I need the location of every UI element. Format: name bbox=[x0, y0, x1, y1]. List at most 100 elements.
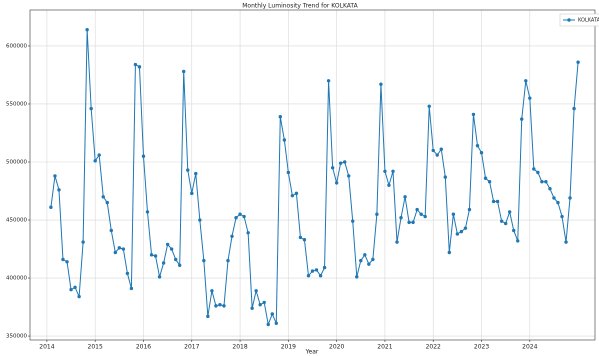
data-point bbox=[218, 303, 222, 307]
data-point bbox=[467, 207, 472, 212]
data-point bbox=[459, 229, 464, 234]
data-point bbox=[89, 106, 93, 111]
data-point bbox=[85, 28, 89, 32]
data-point bbox=[93, 159, 97, 163]
data-point bbox=[145, 210, 150, 214]
data-point bbox=[491, 199, 496, 204]
data-point bbox=[186, 168, 190, 172]
data-point bbox=[61, 257, 65, 262]
data-point bbox=[548, 186, 552, 191]
data-point bbox=[516, 239, 520, 243]
data-point bbox=[431, 148, 435, 153]
data-point bbox=[282, 138, 287, 142]
data-point bbox=[278, 115, 282, 119]
data-point bbox=[411, 220, 415, 225]
data-point bbox=[383, 169, 387, 173]
data-point bbox=[238, 212, 242, 216]
data-point bbox=[242, 214, 246, 219]
data-point bbox=[222, 304, 226, 308]
data-point bbox=[463, 226, 468, 230]
data-point bbox=[544, 180, 548, 184]
data-point bbox=[194, 171, 198, 176]
data-point bbox=[395, 240, 399, 244]
data-point bbox=[262, 300, 266, 305]
data-point bbox=[343, 160, 347, 164]
data-point bbox=[447, 250, 452, 255]
data-point bbox=[53, 174, 57, 178]
data-point bbox=[419, 212, 423, 216]
data-point bbox=[157, 275, 162, 279]
data-point bbox=[347, 174, 351, 178]
data-point bbox=[214, 304, 218, 308]
data-point bbox=[173, 257, 178, 262]
legend-box bbox=[559, 13, 599, 27]
legend: KOLKATA bbox=[559, 13, 599, 27]
data-point bbox=[391, 169, 395, 173]
data-point bbox=[568, 196, 572, 200]
x-tick-label: 2023 bbox=[474, 344, 489, 351]
data-point bbox=[286, 170, 291, 175]
data-point bbox=[105, 200, 109, 205]
data-point bbox=[161, 261, 166, 265]
data-point bbox=[274, 321, 278, 325]
data-point bbox=[415, 207, 419, 212]
x-tick-label: 2022 bbox=[426, 344, 441, 351]
data-point bbox=[109, 228, 113, 233]
data-point bbox=[495, 199, 500, 204]
data-point bbox=[423, 214, 427, 219]
data-point bbox=[97, 153, 101, 157]
data-point bbox=[351, 219, 355, 223]
data-point bbox=[367, 262, 371, 266]
data-point bbox=[246, 231, 250, 235]
data-point bbox=[254, 289, 258, 293]
data-point bbox=[250, 306, 254, 310]
data-point bbox=[403, 195, 407, 199]
data-point bbox=[427, 104, 431, 109]
data-point bbox=[540, 180, 544, 184]
data-point bbox=[270, 312, 274, 316]
data-point bbox=[206, 314, 210, 319]
data-point bbox=[258, 303, 262, 307]
data-point bbox=[487, 180, 492, 184]
data-point bbox=[334, 181, 339, 185]
data-point bbox=[149, 253, 154, 257]
data-point bbox=[302, 238, 307, 242]
data-point bbox=[153, 254, 158, 258]
data-point bbox=[121, 247, 126, 251]
data-point bbox=[499, 219, 504, 223]
data-point bbox=[479, 151, 484, 155]
data-point bbox=[210, 289, 214, 293]
data-point bbox=[141, 154, 146, 158]
data-point bbox=[520, 117, 524, 121]
y-tick-label: 550000 bbox=[6, 101, 27, 107]
x-tick-label: 2018 bbox=[232, 344, 247, 351]
data-point bbox=[290, 193, 295, 198]
data-point bbox=[439, 147, 443, 151]
data-point bbox=[471, 112, 476, 117]
data-point bbox=[371, 257, 375, 262]
data-point bbox=[101, 195, 105, 199]
data-point bbox=[125, 271, 130, 276]
data-point bbox=[524, 79, 528, 83]
y-tick-label: 450000 bbox=[6, 218, 27, 224]
x-tick-label: 2014 bbox=[39, 344, 54, 351]
data-point bbox=[226, 258, 230, 263]
data-point bbox=[359, 258, 363, 263]
x-tick-label: 2015 bbox=[88, 344, 103, 351]
x-tick-label: 2016 bbox=[136, 344, 151, 351]
y-tick-label: 600000 bbox=[6, 43, 27, 49]
data-point bbox=[451, 212, 456, 216]
data-point bbox=[322, 265, 327, 270]
data-point bbox=[503, 221, 508, 226]
data-point bbox=[572, 106, 576, 111]
data-point bbox=[560, 214, 564, 219]
data-point bbox=[69, 287, 73, 292]
data-point bbox=[399, 216, 403, 220]
plot-frame bbox=[29, 9, 596, 341]
data-point bbox=[435, 153, 439, 157]
x-tick-label: 2019 bbox=[281, 344, 296, 351]
legend-label: KOLKATA bbox=[578, 18, 599, 24]
data-point bbox=[113, 250, 118, 255]
data-point bbox=[318, 274, 323, 278]
